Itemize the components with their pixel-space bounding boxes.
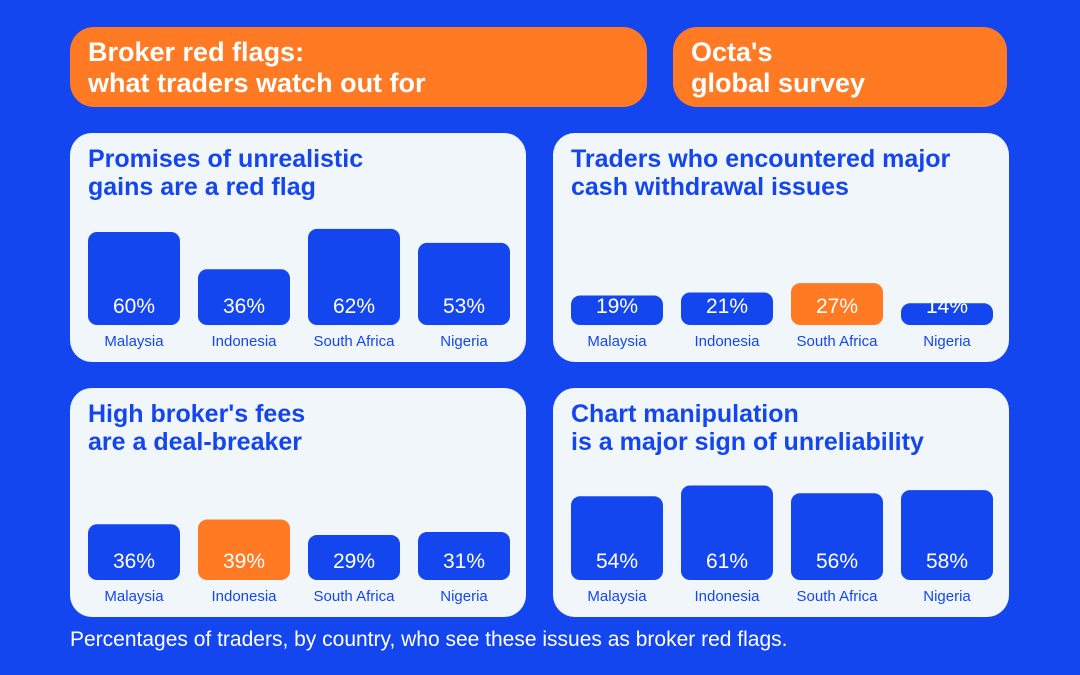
bar-chart: 19% Malaysia 21% Indonesia 27% South Africa 14… (571, 283, 993, 350)
bar-value-label: 61% (706, 550, 748, 573)
bar-malaysia (571, 496, 663, 580)
chart-title-line-2: are a deal-breaker (88, 428, 303, 456)
bar-south-africa (791, 493, 883, 580)
bar-value-label: 19% (596, 295, 638, 318)
chart-panel-broker-fees: High broker's fees are a deal-breaker 36… (70, 388, 526, 617)
header-title-line-1: Broker red flags: (88, 37, 305, 67)
category-label: Indonesia (694, 333, 760, 350)
bar-indonesia (681, 485, 773, 580)
bar-value-label: 58% (926, 550, 968, 573)
bar-malaysia (571, 295, 663, 325)
header-title-banner: Broker red flags: what traders watch out… (70, 27, 647, 107)
chart-title: High broker's fees are a deal-breaker (88, 400, 516, 456)
category-label: Malaysia (104, 588, 164, 605)
survey-badge: Octa's global survey (673, 27, 1007, 107)
bar-south-africa (791, 283, 883, 325)
bar-indonesia (198, 269, 290, 325)
bar-value-label: 62% (333, 295, 375, 318)
survey-badge-line-1: Octa's (691, 37, 773, 67)
category-label: South Africa (797, 588, 879, 605)
bar-value-label: 31% (443, 550, 485, 573)
bar-nigeria (418, 242, 510, 325)
footnote: Percentages of traders, by country, who … (70, 628, 788, 651)
chart-title-line-1: Traders who encountered major (571, 145, 951, 173)
chart-panel-withdrawal-issues: Traders who encountered major cash withd… (553, 133, 1009, 362)
chart-title-line-2: gains are a red flag (88, 173, 316, 201)
category-label: Nigeria (440, 588, 488, 605)
category-label: South Africa (314, 588, 396, 605)
bar-value-label: 60% (113, 295, 155, 318)
chart-title-line-1: Promises of unrealistic (88, 145, 364, 173)
survey-badge-line-2: global survey (691, 68, 866, 98)
bar-indonesia (198, 519, 290, 580)
bar-value-label: 54% (596, 550, 638, 573)
bar-chart: 54% Malaysia 61% Indonesia 56% South Africa 58… (571, 485, 993, 605)
chart-panel-unrealistic-gains: Promises of unrealistic gains are a red … (70, 133, 526, 362)
bar-indonesia (681, 292, 773, 325)
chart-title-line-1: Chart manipulation (571, 400, 799, 428)
bar-south-africa (308, 228, 400, 325)
bar-value-label: 14% (926, 295, 968, 318)
category-label: South Africa (314, 333, 396, 350)
bar-malaysia (88, 232, 180, 325)
category-label: Nigeria (923, 333, 971, 350)
bar-nigeria (901, 303, 993, 325)
bar-value-label: 21% (706, 295, 748, 318)
category-label: Malaysia (587, 588, 647, 605)
category-label: Malaysia (104, 333, 164, 350)
chart-title-line-1: High broker's fees (88, 400, 306, 428)
header-title-line-2: what traders watch out for (88, 68, 426, 98)
bar-value-label: 39% (223, 550, 265, 573)
chart-title-line-2: cash withdrawal issues (571, 173, 849, 201)
category-label: Nigeria (440, 333, 488, 350)
bar-south-africa (308, 535, 400, 580)
chart-title: Chart manipulation is a major sign of un… (571, 400, 999, 456)
bar-malaysia (88, 524, 180, 580)
bar-chart: 36% Malaysia 39% Indonesia 29% South Africa 31… (88, 519, 510, 605)
chart-title: Traders who encountered major cash withd… (571, 145, 999, 201)
bar-value-label: 36% (113, 550, 155, 573)
category-label: Indonesia (694, 588, 760, 605)
bar-value-label: 27% (816, 295, 858, 318)
bar-value-label: 56% (816, 550, 858, 573)
bar-nigeria (901, 490, 993, 580)
category-label: Nigeria (923, 588, 971, 605)
category-label: Malaysia (587, 333, 647, 350)
bar-value-label: 53% (443, 295, 485, 318)
category-label: Indonesia (211, 588, 277, 605)
bar-nigeria (418, 531, 510, 580)
bar-value-label: 36% (223, 295, 265, 318)
category-label: Indonesia (211, 333, 277, 350)
bar-value-label: 29% (333, 550, 375, 573)
category-label: South Africa (797, 333, 879, 350)
chart-panel-chart-manipulation: Chart manipulation is a major sign of un… (553, 388, 1009, 617)
chart-title: Promises of unrealistic gains are a red … (88, 145, 516, 201)
bar-chart: 60% Malaysia 36% Indonesia 62% South Africa 53… (88, 228, 510, 350)
chart-title-line-2: is a major sign of unreliability (571, 428, 924, 456)
